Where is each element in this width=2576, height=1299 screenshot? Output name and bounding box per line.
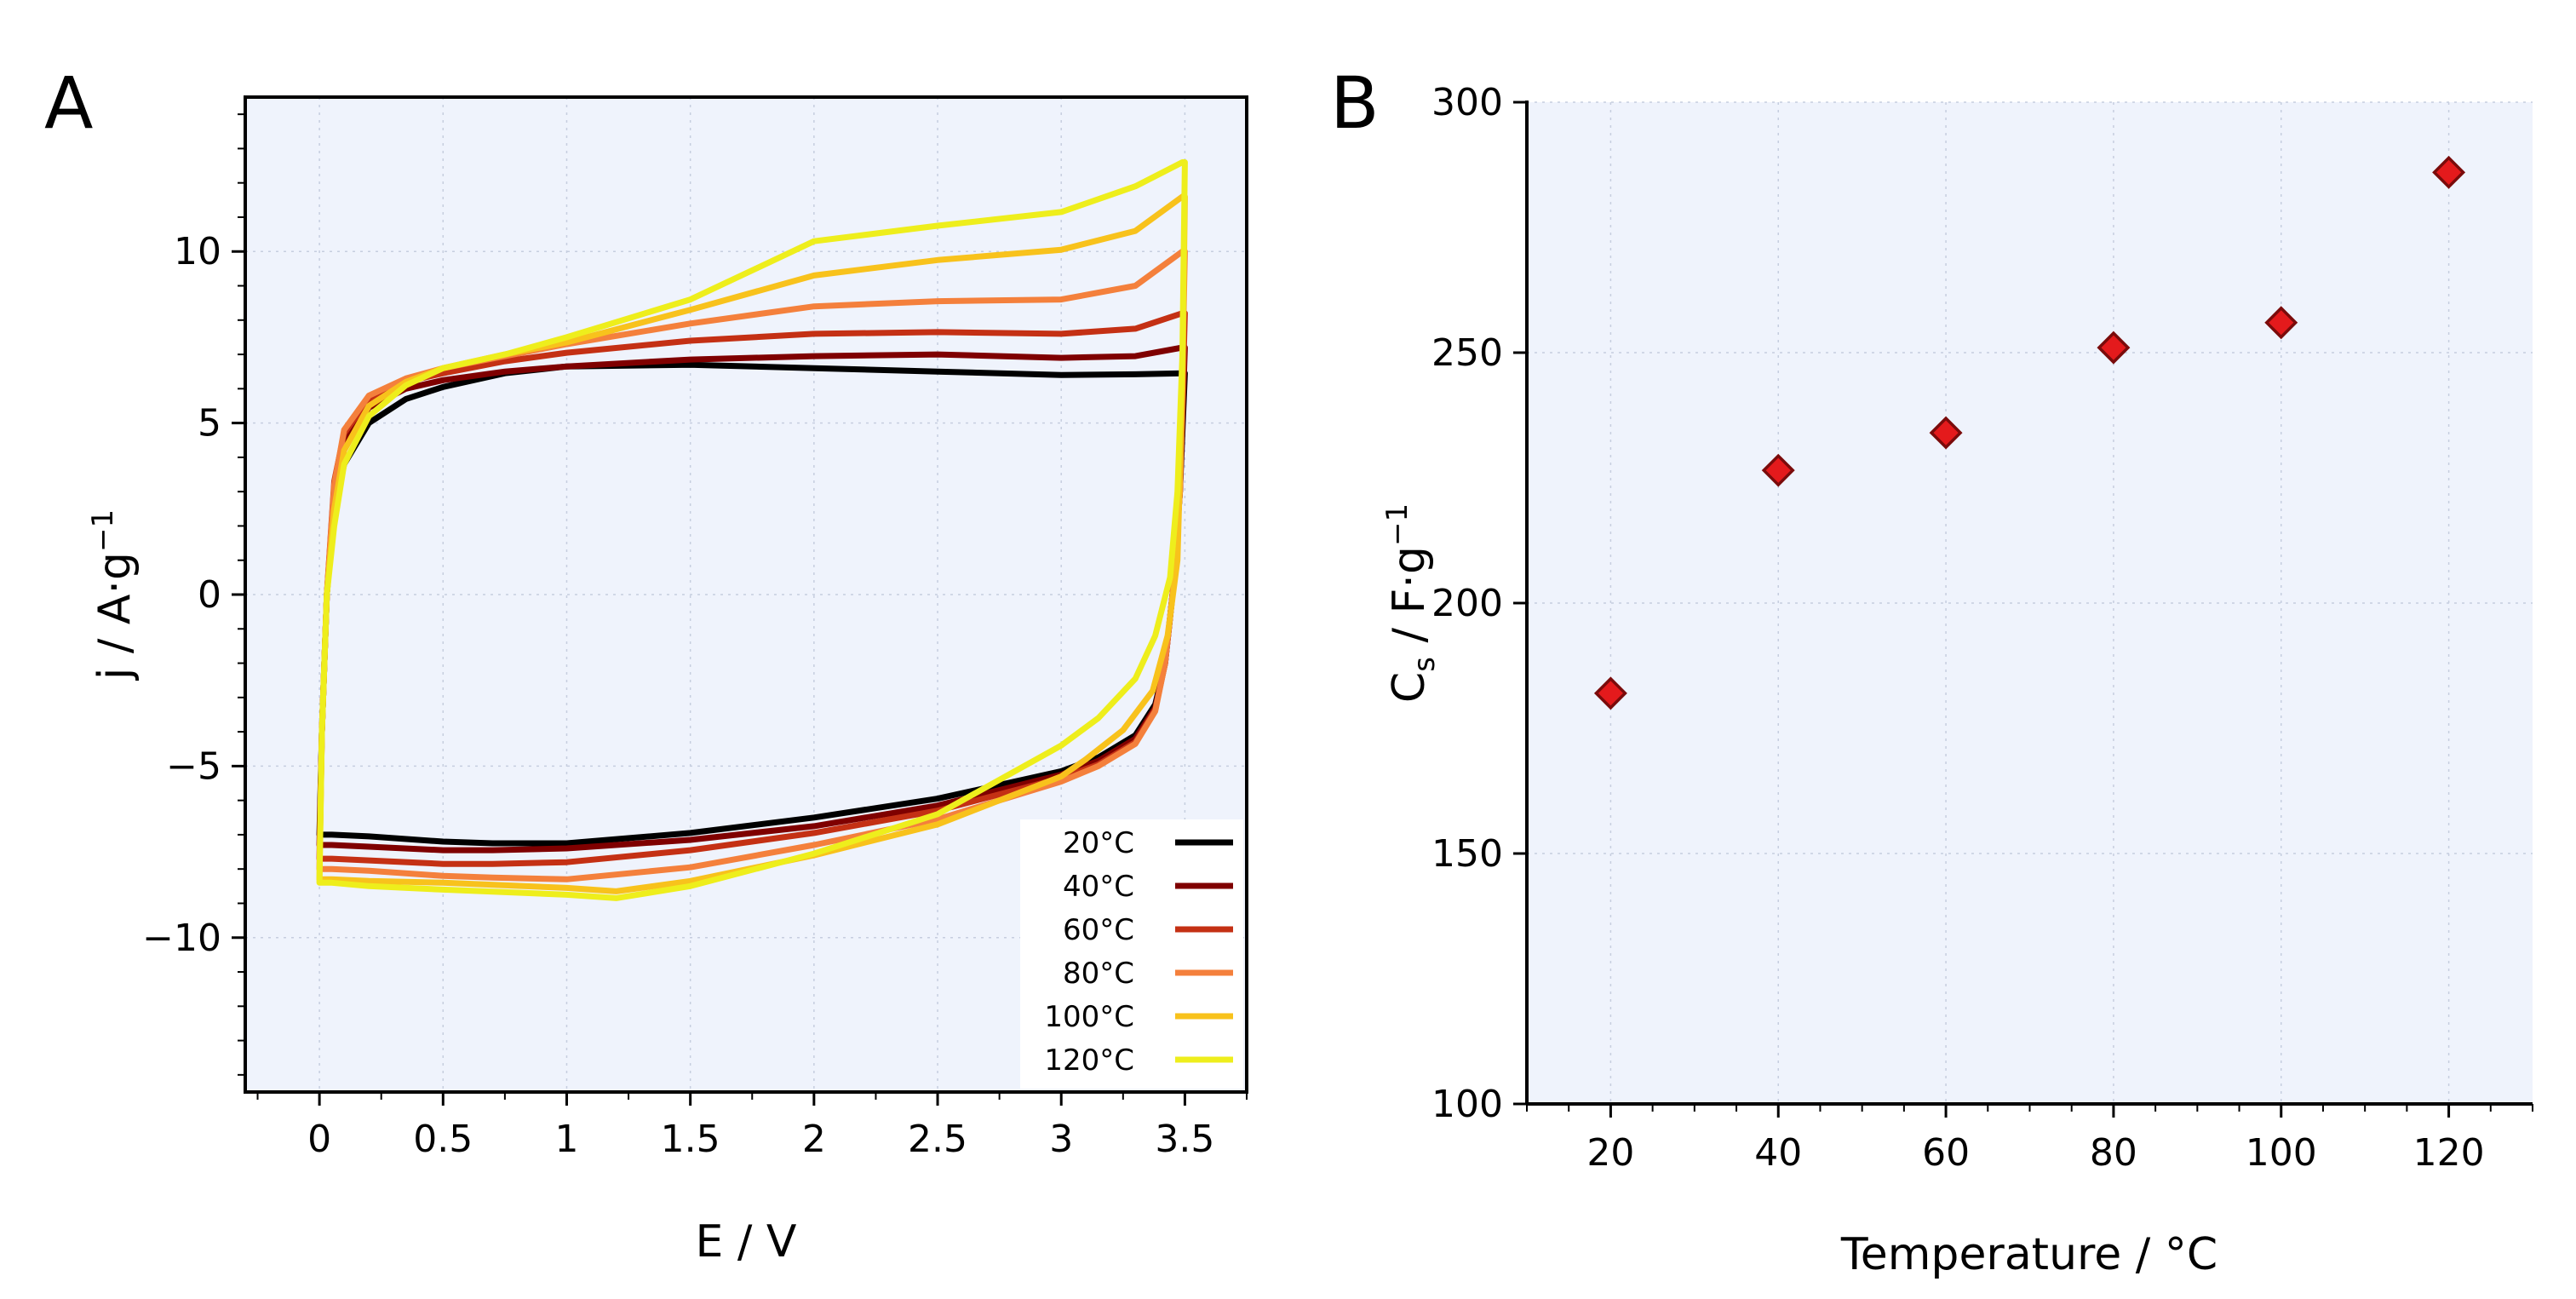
scatter-point [1593,676,1627,710]
panel-b-y-tick-label: 300 [1431,81,1503,124]
legend-label: 20°C [1063,826,1134,860]
panel-b-y-axis-title-subscript: s [1408,657,1442,672]
panel-a-y-axis-title-superscript: −1 [86,509,120,552]
panel-a: A 0 0.5 1 1.5 2 2.5 3 3.5 −10 −5 0 5 10 … [44,61,1248,1267]
panel-b-x-tick-label: 20 [1586,1131,1634,1175]
panel-b-x-tick-label: 80 [2090,1131,2137,1175]
panel-a-x-tick-label: 0.5 [413,1118,473,1161]
legend-label: 100°C [1044,1000,1134,1034]
panel-a-y-tick-label: 5 [198,402,221,445]
panel-b-y-axis-title-superscript: −1 [1380,503,1414,546]
panel-b-y-tick-label: 200 [1431,582,1503,625]
panel-b-y-axis-title-rest: / F·g [1384,546,1435,657]
panel-b-plot-background [1527,102,2533,1104]
panel-a-y-tick-labels: −10 −5 0 5 10 [142,230,221,960]
panel-a-x-tick-label: 3 [1049,1118,1073,1161]
panel-a-x-tick-label: 2 [802,1118,826,1161]
scatter-point [2097,330,2131,365]
panel-a-legend-box [1020,819,1243,1089]
panel-b-x-tick-labels: 20 40 60 80 100 120 [1586,1131,2484,1175]
panel-a-y-tick-label: −10 [142,917,221,960]
panel-b-points [1593,155,2466,710]
panel-a-series [316,159,1188,901]
panel-a-y-axis-title: j / A·g−1 [86,509,141,681]
panel-a-y-tick-label: 10 [174,230,221,273]
panel-b-y-tick-label: 250 [1431,331,1503,375]
panel-b-y-tick-label: 150 [1431,832,1503,876]
cv-curve [316,159,1188,901]
legend-label: 40°C [1063,870,1134,904]
panel-a-x-tick-label: 2.5 [908,1118,967,1161]
legend-label: 80°C [1063,957,1134,991]
panel-b-axes [1513,101,2533,1118]
panel-a-ticks [232,113,1248,1106]
scatter-point [1761,453,1795,487]
panel-b-y-axis-title: Cs / F·g−1 [1380,503,1442,703]
panel-a-x-tick-label: 1.5 [661,1118,720,1161]
scatter-point [2432,155,2466,189]
panel-a-letter: A [44,61,93,145]
panel-a-x-tick-label: 0 [307,1118,331,1161]
panel-a-y-tick-label: 0 [198,573,221,617]
panel-b-letter: B [1330,61,1380,145]
panel-b-y-tick-labels: 100 150 200 250 300 [1431,81,1503,1126]
panel-b-y-axis-title-main: C [1384,672,1435,703]
panel-a-x-tick-label: 1 [554,1118,578,1161]
panel-a-legend: 20°C 40°C 60°C 80°C 100°C 120°C [1020,819,1243,1089]
panel-b: B 20 40 60 80 100 120 100 150 200 250 30… [1330,61,2533,1280]
panel-b-grid [1527,101,2533,1105]
panel-b-x-tick-label: 120 [2413,1131,2485,1175]
legend-label: 60°C [1063,913,1134,947]
panel-a-x-axis-title: E / V [695,1216,796,1267]
panel-b-x-tick-label: 60 [1922,1131,1970,1175]
scatter-point [1929,416,1963,450]
legend-label: 120°C [1044,1043,1134,1078]
panel-b-x-tick-label: 40 [1754,1131,1802,1175]
panel-b-y-tick-label: 100 [1431,1083,1503,1126]
panel-a-y-tick-label: −5 [166,744,221,788]
panel-a-x-tick-labels: 0 0.5 1 1.5 2 2.5 3 3.5 [307,1118,1214,1161]
scatter-point [2264,306,2298,340]
panel-a-y-axis-title-main: j / A·g [89,552,141,681]
panel-b-x-axis-title: Temperature / °C [1840,1229,2217,1280]
panel-a-x-tick-label: 3.5 [1155,1118,1214,1161]
panel-b-x-tick-label: 100 [2246,1131,2317,1175]
